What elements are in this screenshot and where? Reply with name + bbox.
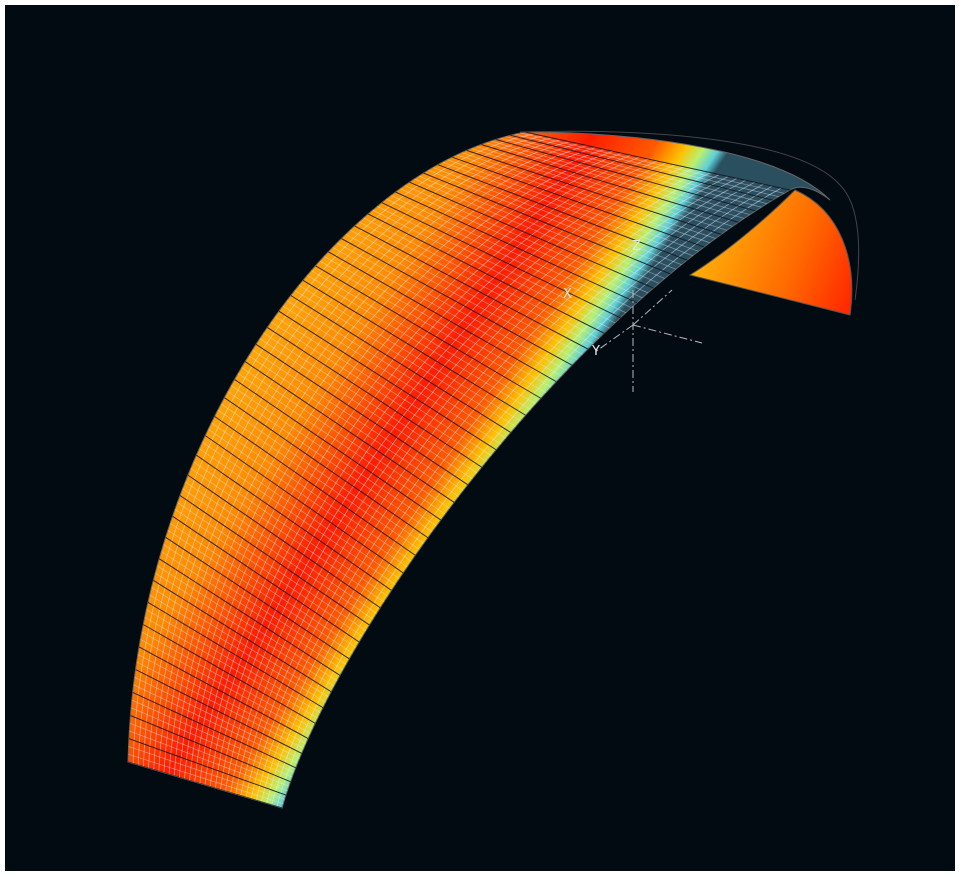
axis-label: Y bbox=[591, 344, 600, 359]
viewport-3d: X Y Z bbox=[0, 0, 959, 875]
axis-label: X bbox=[563, 287, 572, 302]
axis-label: Z bbox=[632, 239, 641, 254]
